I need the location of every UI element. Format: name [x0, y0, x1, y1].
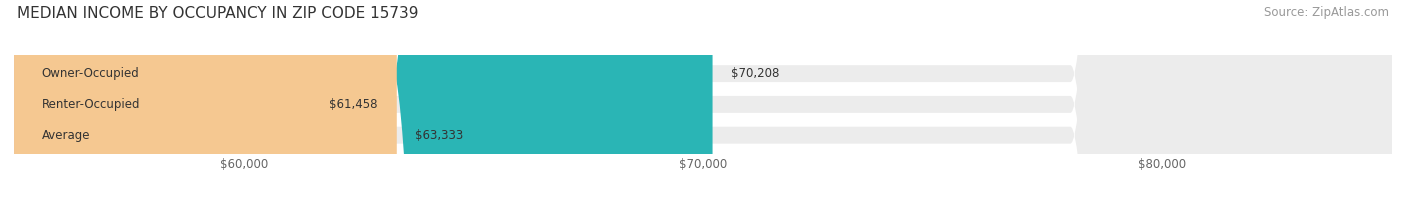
Text: Owner-Occupied: Owner-Occupied — [42, 67, 139, 80]
FancyBboxPatch shape — [14, 0, 1392, 197]
FancyBboxPatch shape — [14, 0, 1392, 197]
Text: Average: Average — [42, 129, 90, 142]
FancyBboxPatch shape — [14, 0, 713, 197]
FancyBboxPatch shape — [0, 0, 336, 197]
Text: MEDIAN INCOME BY OCCUPANCY IN ZIP CODE 15739: MEDIAN INCOME BY OCCUPANCY IN ZIP CODE 1… — [17, 6, 419, 21]
Text: $70,208: $70,208 — [731, 67, 779, 80]
FancyBboxPatch shape — [14, 0, 396, 197]
Text: Renter-Occupied: Renter-Occupied — [42, 98, 141, 111]
Text: $61,458: $61,458 — [329, 98, 378, 111]
Text: Source: ZipAtlas.com: Source: ZipAtlas.com — [1264, 6, 1389, 19]
Text: $63,333: $63,333 — [415, 129, 464, 142]
FancyBboxPatch shape — [14, 0, 1392, 197]
